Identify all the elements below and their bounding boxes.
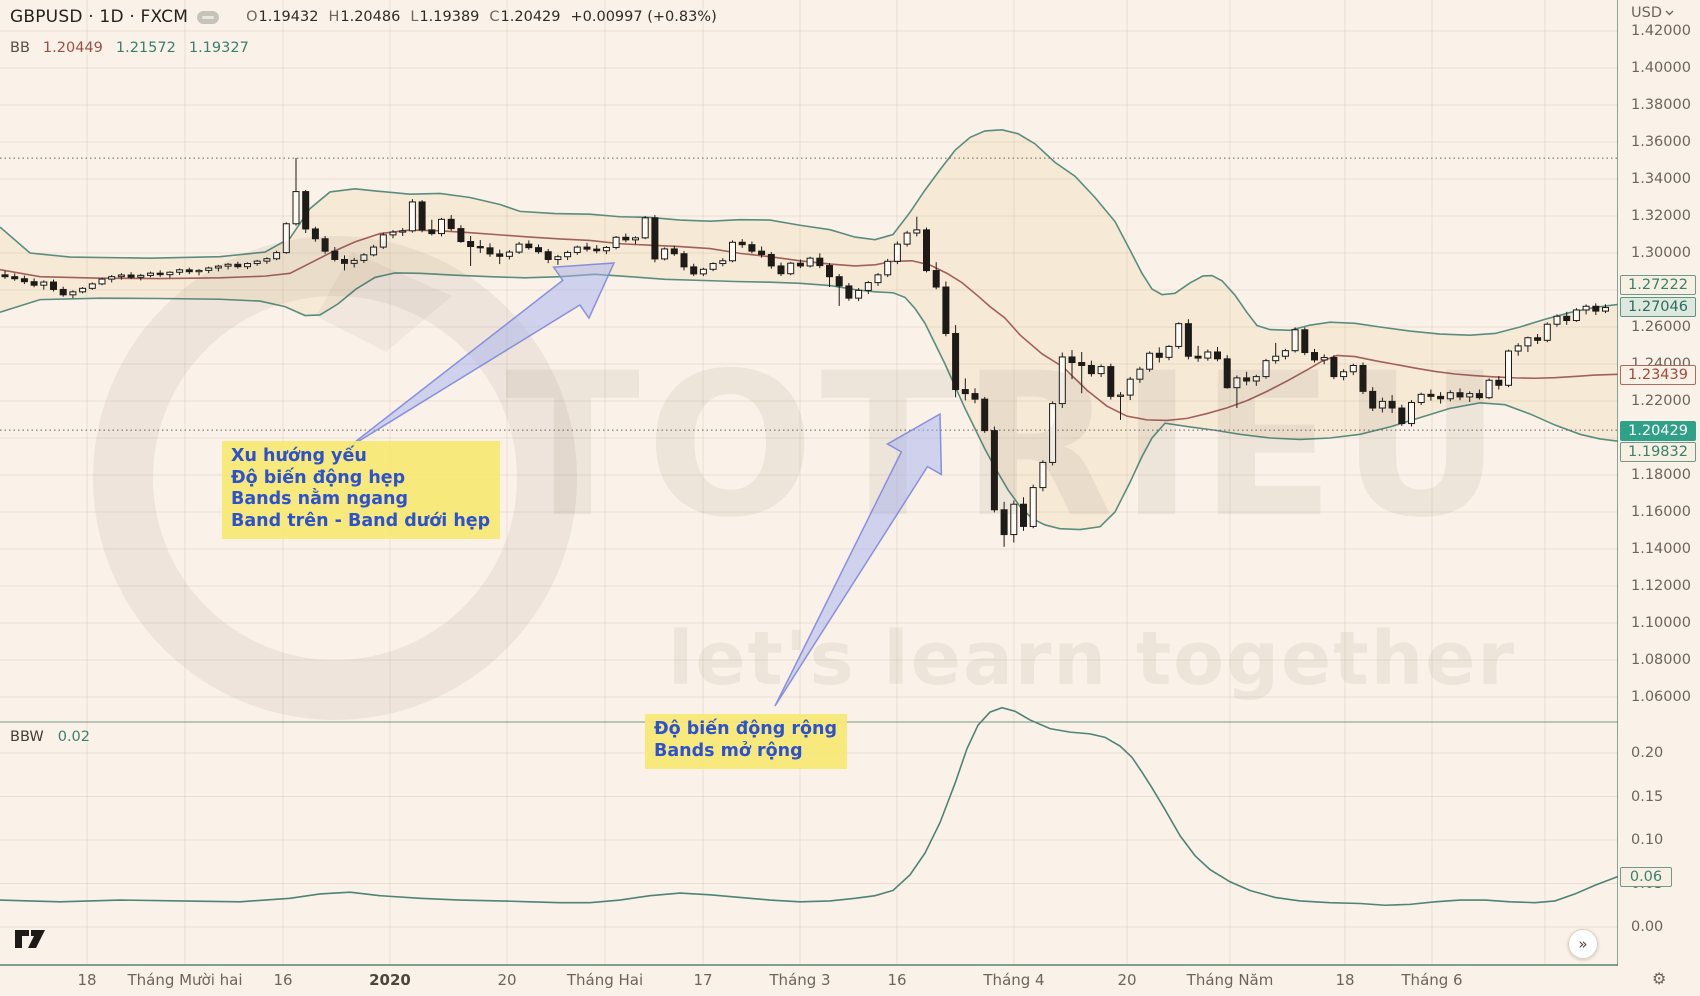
tradingview-logo-icon[interactable] — [13, 928, 47, 954]
high-value: 1.20486 — [340, 9, 401, 25]
time-tick-label[interactable]: Tháng 4 — [983, 971, 1045, 989]
annotation-line: Xu hướng yếu — [231, 446, 367, 466]
bbw-value: 0.02 — [57, 729, 91, 745]
current-price-box: 1.20429 — [1620, 421, 1696, 441]
open-value: 1.19432 — [258, 9, 319, 25]
price-tick-label: 1.40000 — [1631, 60, 1691, 76]
close-value: 1.20429 — [500, 9, 561, 25]
time-tick-label[interactable]: 16 — [273, 971, 293, 989]
upper-band-price-box: 1.27222 — [1620, 275, 1696, 295]
bb-indicator-legend[interactable]: BB 1.20449 1.21572 1.19327 — [10, 40, 249, 56]
time-tick-label[interactable]: 20 — [497, 971, 517, 989]
currency-selector[interactable]: USD — [1631, 5, 1674, 21]
bollinger-lower-band — [0, 272, 1619, 531]
gridlines — [0, 0, 1618, 965]
annotation-block-expansion: Độ biến động rộng Bands mở rộng — [645, 714, 847, 769]
bb-lower-value: 1.19327 — [188, 40, 249, 56]
candles — [1, 157, 1609, 547]
annotation-line: Bands mở rộng — [654, 740, 803, 761]
time-tick-label[interactable]: Tháng Hai — [566, 971, 644, 989]
annotation-line: Độ biến động rộng — [654, 719, 837, 739]
chevron-down-icon — [1665, 10, 1674, 16]
price-tick-label: 1.38000 — [1631, 97, 1691, 113]
symbol-legend[interactable]: GBPUSD · 1D · FXCM O1.19432 H1.20486 L1.… — [10, 7, 717, 27]
time-tick-label[interactable]: Tháng 6 — [1401, 971, 1463, 989]
time-axis[interactable]: 18 Tháng Mười hai 16 2020 20 Tháng Hai 17 Tháng… — [0, 966, 1700, 996]
price-tick-label: 1.22000 — [1631, 393, 1691, 409]
time-tick-label[interactable]: 2020 — [369, 971, 411, 989]
ohlc-values: O1.19432 H1.20486 L1.19389 C1.20429 +0.0… — [246, 9, 717, 25]
last-price-countdown-box: 1.27046 — [1620, 297, 1696, 317]
price-tick-label: 1.12000 — [1631, 578, 1691, 594]
bbw-tick-label: 0.00 — [1631, 919, 1664, 935]
bbw-tick-label: 0.15 — [1631, 788, 1664, 805]
bollinger-upper-band — [0, 128, 1619, 336]
bb-basis-value: 1.20449 — [42, 40, 103, 56]
time-tick-label[interactable]: Tháng Năm — [1186, 971, 1274, 989]
annotation-block-squeeze: Xu hướng yếu Độ biến động hẹp Bands nằm ng… — [222, 441, 501, 539]
bb-upper-value: 1.21572 — [115, 40, 176, 56]
time-tick-label[interactable]: 17 — [693, 971, 713, 989]
price-tick-label: 1.16000 — [1631, 504, 1691, 520]
basis-price-box: 1.23439 — [1620, 365, 1696, 385]
price-tick-label: 1.30000 — [1631, 245, 1691, 261]
price-tick-label: 1.26000 — [1631, 319, 1691, 335]
low-value: 1.19389 — [419, 9, 480, 25]
annotation-line: Band trên - Band dưới hẹp — [231, 510, 491, 531]
price-tick-label: 1.10000 — [1631, 615, 1691, 631]
bbw-label: BBW — [10, 729, 44, 745]
price-tick-label: 1.08000 — [1631, 652, 1691, 668]
price-tick-label: 1.32000 — [1631, 208, 1691, 224]
time-axis-settings-icon[interactable]: ⚙ — [1652, 969, 1667, 988]
annotation-line: Độ biến động hẹp — [231, 467, 406, 488]
time-tick-label[interactable]: 20 — [1117, 971, 1137, 989]
trend-arrow — [774, 412, 943, 707]
bbw-tick-label: 0.10 — [1631, 832, 1664, 848]
price-tick-label: 1.34000 — [1631, 171, 1691, 187]
price-tick-label: 1.42000 — [1631, 23, 1691, 39]
trend-arrow — [345, 262, 616, 450]
bbw-tick-label: 0.20 — [1631, 745, 1664, 761]
price-tick-label: 1.18000 — [1631, 467, 1691, 483]
bbw-indicator-legend[interactable]: BBW 0.02 — [10, 729, 90, 745]
price-tick-label: 1.06000 — [1631, 689, 1691, 705]
time-tick-label[interactable]: 18 — [77, 971, 97, 989]
time-tick-label[interactable]: Tháng 3 — [769, 971, 831, 989]
price-tick-label: 1.36000 — [1631, 134, 1691, 150]
bbw-value-box: 0.06 — [1620, 867, 1672, 887]
time-tick-label[interactable]: Tháng Mười hai — [127, 971, 243, 989]
double-chevron-right-icon: » — [1578, 935, 1588, 953]
time-tick-label[interactable]: 16 — [887, 971, 907, 989]
legend-pill-icon[interactable] — [197, 10, 220, 24]
bb-label: BB — [10, 40, 30, 56]
time-tick-label[interactable]: 18 — [1335, 971, 1355, 989]
scroll-to-recent-button[interactable]: » — [1568, 929, 1598, 959]
change-value: +0.00997 (+0.83%) — [570, 9, 717, 25]
lower-band-price-box: 1.19832 — [1620, 442, 1696, 462]
bbw-line — [0, 706, 1619, 907]
price-tick-label: 1.14000 — [1631, 541, 1691, 557]
price-axis[interactable]: USD 1.42000 1.40000 1.38000 1.36000 1.34000 1… — [1618, 0, 1700, 996]
annotation-line: Bands nằm ngang — [231, 489, 409, 509]
symbol-title[interactable]: GBPUSD · 1D · FXCM — [10, 7, 189, 27]
